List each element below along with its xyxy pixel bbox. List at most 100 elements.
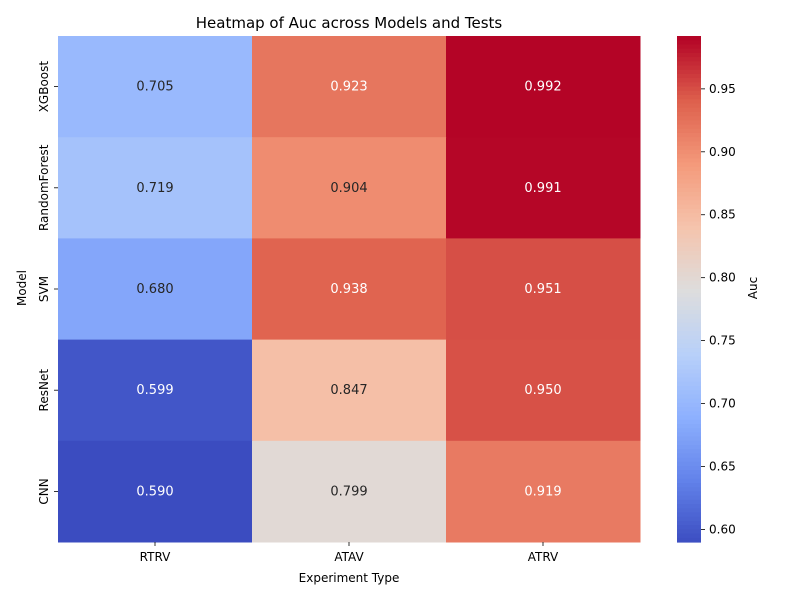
colorbar-segment [677, 234, 701, 239]
colorbar-segment [677, 423, 701, 429]
colorbar-segment [677, 508, 701, 514]
cell-value-label: 0.705 [136, 80, 173, 95]
colorbar-segment [677, 242, 701, 248]
colorbar-segment [677, 132, 701, 138]
colorbar-segment [677, 419, 701, 425]
colorbar-segment [677, 449, 701, 455]
colorbar-segment [677, 482, 701, 488]
heatmap-cell [252, 339, 447, 442]
colorbar-label: Auc [746, 277, 760, 299]
heatmap-cell [446, 339, 641, 442]
colorbar-segment [677, 487, 701, 492]
colorbar-segment [677, 78, 701, 83]
colorbar-segment [677, 343, 701, 349]
colorbar-segment [677, 310, 701, 315]
colorbar-segment [677, 124, 701, 130]
colorbar-segment [677, 95, 701, 100]
heatmap-cell [252, 36, 447, 138]
colorbar-segment [677, 301, 701, 307]
cell-value-label: 0.590 [136, 484, 173, 499]
colorbar-segment [677, 166, 701, 172]
colorbar-segment [677, 175, 701, 180]
colorbar-segment [677, 512, 701, 518]
colorbar-segment [677, 120, 701, 126]
colorbar-segment [677, 263, 701, 269]
colorbar-segment [677, 57, 701, 62]
colorbar-segment [677, 504, 701, 509]
colorbar-segment [677, 461, 701, 467]
colorbar-segment [677, 187, 701, 193]
colorbar-segment [677, 385, 701, 391]
colorbar-segment [677, 432, 701, 438]
colorbar-segment [677, 69, 701, 75]
heatmap-cell [446, 137, 641, 239]
heatmap-cell [58, 440, 253, 543]
cell-value-label: 0.719 [136, 181, 173, 196]
colorbar-tick-label: 0.95 [709, 82, 736, 96]
x-tick-label: ATRV [528, 550, 559, 564]
colorbar-segment [677, 314, 701, 320]
colorbar-tick-label: 0.70 [709, 397, 736, 411]
heatmap-cell [446, 238, 641, 341]
colorbar-segment [677, 158, 701, 164]
heatmap-cell [58, 36, 253, 138]
colorbar-segment [677, 204, 701, 210]
colorbar-segment [677, 280, 701, 286]
colorbar-segment [677, 221, 701, 227]
heatmap-cell [58, 137, 253, 239]
colorbar-segment [677, 238, 701, 244]
colorbar-segment [677, 259, 701, 265]
cell-value-label: 0.992 [524, 80, 561, 95]
cell-value-label: 0.950 [524, 383, 561, 398]
colorbar-tick-label: 0.90 [709, 145, 736, 159]
colorbar-segment [677, 116, 701, 121]
colorbar-segment [677, 61, 701, 67]
colorbar-segment [677, 474, 701, 480]
colorbar-segment [677, 289, 701, 294]
colorbar-segment [677, 293, 701, 299]
colorbar-segment [677, 411, 701, 417]
colorbar-segment [677, 154, 701, 159]
colorbar-segment [677, 196, 701, 202]
cell-value-label: 0.799 [330, 484, 367, 499]
colorbar-segment [677, 255, 701, 261]
colorbar-segment [677, 90, 701, 96]
y-tick-label: ResNet [37, 369, 51, 412]
heatmap-cell [446, 36, 641, 138]
colorbar-segment [677, 48, 701, 54]
colorbar-segment [677, 415, 701, 421]
heatmap-cells: 0.705 0.923 0.992 0.719 0.904 0.991 0.680 0.938… [58, 36, 641, 543]
cell-value-label: 0.847 [330, 383, 367, 398]
colorbar-segment [677, 272, 701, 277]
colorbar-segment [677, 364, 701, 370]
cell-value-label: 0.904 [330, 181, 367, 196]
y-tick-label: RandomForest [37, 144, 51, 231]
colorbar: 0.60 0.65 0.70 0.75 0.80 0.85 0.90 0.95 [677, 36, 736, 543]
colorbar-segment [677, 267, 701, 273]
cell-value-label: 0.923 [330, 80, 367, 95]
colorbar-segment [677, 339, 701, 345]
colorbar-segment [677, 377, 701, 383]
cell-value-label: 0.919 [524, 484, 561, 499]
colorbar-segment [677, 246, 701, 252]
colorbar-segment [677, 352, 701, 358]
y-axis-label: Model [15, 270, 29, 306]
cell-value-label: 0.680 [136, 282, 173, 297]
colorbar-segment [677, 440, 701, 446]
colorbar-segment [677, 36, 701, 41]
heatmap-cell [446, 440, 641, 543]
colorbar-segment [677, 141, 701, 147]
colorbar-segment [677, 516, 701, 522]
colorbar-segment [677, 390, 701, 396]
colorbar-segment [677, 407, 701, 412]
colorbar-segment [677, 537, 701, 543]
colorbar-segment [677, 381, 701, 387]
colorbar-segment [677, 82, 701, 88]
colorbar-segment [677, 457, 701, 463]
colorbar-segment [677, 229, 701, 235]
colorbar-tick-label: 0.65 [709, 459, 736, 473]
heatmap-cell [252, 137, 447, 239]
colorbar-segment [677, 200, 701, 206]
colorbar-segment [677, 170, 701, 176]
